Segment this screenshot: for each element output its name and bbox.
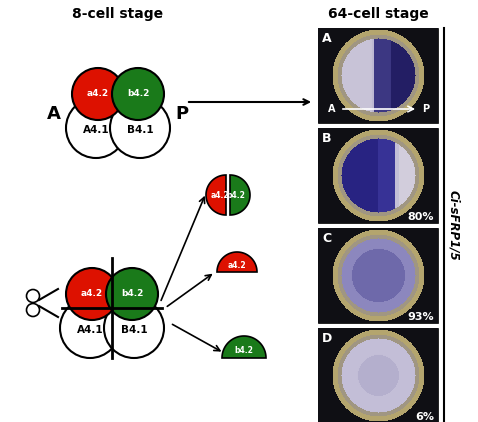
Text: a4.2: a4.2 <box>87 89 109 98</box>
PathPatch shape <box>217 252 257 272</box>
FancyBboxPatch shape <box>318 28 438 123</box>
Text: 93%: 93% <box>407 312 434 322</box>
Text: b4.2: b4.2 <box>121 289 143 298</box>
Text: A4.1: A4.1 <box>76 325 103 335</box>
Circle shape <box>26 289 40 303</box>
Text: 6%: 6% <box>415 412 434 422</box>
Circle shape <box>110 98 170 158</box>
Text: b4.2: b4.2 <box>227 190 245 200</box>
Circle shape <box>72 68 124 120</box>
PathPatch shape <box>206 175 226 215</box>
Text: A: A <box>47 105 61 123</box>
FancyBboxPatch shape <box>318 328 438 422</box>
FancyBboxPatch shape <box>318 128 438 223</box>
Text: P: P <box>422 104 429 114</box>
Text: 64-cell stage: 64-cell stage <box>327 7 428 21</box>
Circle shape <box>66 268 118 320</box>
Text: b4.2: b4.2 <box>235 346 253 355</box>
Text: a4.2: a4.2 <box>228 260 246 270</box>
Text: D: D <box>322 332 332 344</box>
Text: B4.1: B4.1 <box>127 125 153 135</box>
Circle shape <box>60 298 120 358</box>
Text: B4.1: B4.1 <box>120 325 147 335</box>
Text: B: B <box>322 132 332 144</box>
Text: C: C <box>322 232 331 244</box>
Text: A4.1: A4.1 <box>83 125 109 135</box>
Circle shape <box>112 68 164 120</box>
Text: Ci-sFRP1/5: Ci-sFRP1/5 <box>447 190 460 261</box>
Circle shape <box>104 298 164 358</box>
Text: b4.2: b4.2 <box>127 89 149 98</box>
Text: a4.2: a4.2 <box>211 190 229 200</box>
FancyBboxPatch shape <box>318 228 438 323</box>
Text: P: P <box>175 105 188 123</box>
Circle shape <box>66 98 126 158</box>
Text: 8-cell stage: 8-cell stage <box>73 7 163 21</box>
Text: 80%: 80% <box>408 212 434 222</box>
Text: a4.2: a4.2 <box>81 289 103 298</box>
Circle shape <box>26 303 40 316</box>
Text: A: A <box>322 32 332 44</box>
Circle shape <box>106 268 158 320</box>
Text: A: A <box>327 104 335 114</box>
PathPatch shape <box>222 336 266 358</box>
PathPatch shape <box>230 175 250 215</box>
